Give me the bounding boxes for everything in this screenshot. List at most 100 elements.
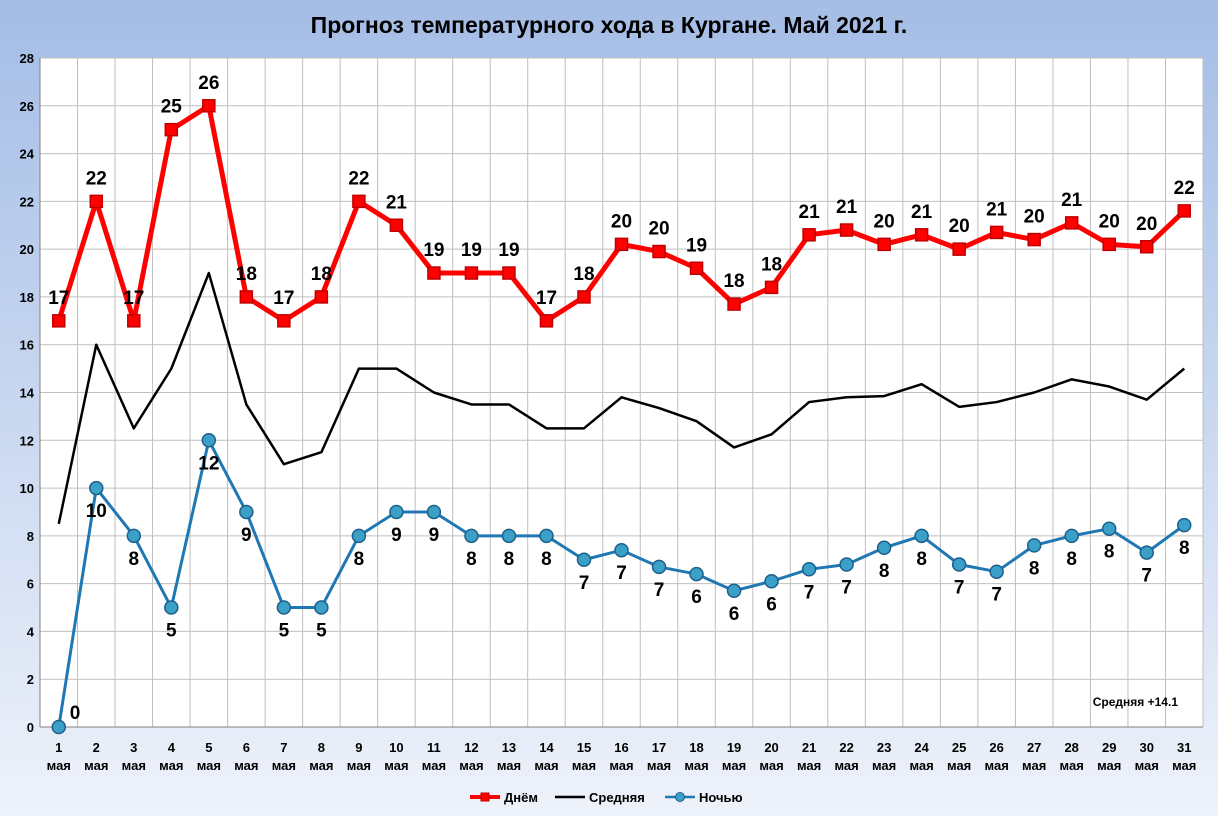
day-marker — [127, 314, 141, 328]
x-tick-suffix: мая — [272, 758, 296, 773]
x-tick-suffix: мая — [197, 758, 221, 773]
night-data-label: 5 — [279, 621, 290, 642]
night-data-label: 8 — [354, 549, 365, 570]
night-marker — [1064, 528, 1079, 544]
night-marker — [876, 540, 892, 556]
x-tick-suffix: мая — [834, 758, 858, 773]
y-tick-label: 26 — [20, 99, 34, 114]
night-marker — [89, 480, 104, 496]
night-data-label: 8 — [466, 549, 477, 570]
night-data-label: 9 — [429, 525, 440, 546]
day-data-label: 22 — [86, 168, 107, 189]
legend-square-icon — [480, 792, 490, 802]
y-tick-label: 14 — [20, 386, 35, 401]
y-tick-label: 6 — [27, 577, 34, 592]
x-tick-label: 30 — [1139, 740, 1153, 755]
x-tick-label: 29 — [1102, 740, 1116, 755]
day-marker — [577, 290, 591, 304]
day-data-label: 22 — [1174, 178, 1195, 199]
legend-label: Ночью — [699, 790, 743, 805]
night-marker — [1176, 517, 1192, 533]
night-data-label: 8 — [1066, 549, 1077, 570]
day-marker — [202, 99, 216, 113]
night-marker — [239, 504, 254, 520]
x-tick-suffix: мая — [234, 758, 258, 773]
night-marker — [914, 528, 929, 544]
day-data-label: 18 — [236, 264, 257, 285]
night-data-label: 0 — [70, 703, 81, 724]
day-data-label: 26 — [198, 73, 219, 94]
x-tick-label: 1 — [55, 740, 62, 755]
y-tick-label: 10 — [20, 481, 34, 496]
day-data-label: 22 — [348, 168, 369, 189]
day-data-label: 19 — [423, 240, 444, 261]
day-marker — [652, 244, 666, 259]
night-data-label: 7 — [654, 580, 665, 601]
y-tick-label: 20 — [20, 242, 34, 257]
x-tick-suffix: мая — [1135, 758, 1159, 773]
night-data-label: 8 — [916, 549, 927, 570]
day-marker — [914, 228, 929, 242]
legend-circle-icon — [675, 792, 685, 802]
night-data-label: 8 — [1179, 538, 1190, 559]
day-data-label: 17 — [273, 288, 294, 309]
y-tick-label: 12 — [20, 433, 34, 448]
day-marker — [727, 297, 741, 311]
night-data-label: 7 — [841, 578, 852, 599]
night-marker — [164, 600, 179, 615]
y-tick-label: 18 — [20, 290, 34, 305]
x-tick-suffix: мая — [684, 758, 708, 773]
day-marker — [352, 194, 366, 209]
night-marker — [726, 583, 742, 599]
day-marker — [164, 122, 179, 137]
day-marker — [1102, 237, 1116, 252]
x-tick-label: 3 — [130, 740, 137, 755]
x-tick-label: 8 — [318, 740, 325, 755]
x-tick-label: 2 — [93, 740, 100, 755]
night-marker — [576, 552, 592, 567]
night-data-label: 7 — [954, 578, 965, 599]
x-tick-label: 13 — [502, 740, 516, 755]
x-tick-suffix: мая — [609, 758, 633, 773]
x-tick-label: 25 — [952, 740, 966, 755]
night-marker — [464, 528, 479, 544]
night-data-label: 5 — [316, 621, 327, 642]
night-data-label: 7 — [616, 563, 627, 584]
night-data-label: 8 — [1029, 558, 1040, 579]
day-data-label: 20 — [1024, 207, 1045, 228]
day-data-label: 21 — [799, 202, 821, 223]
night-marker — [839, 557, 854, 572]
x-tick-label: 15 — [577, 740, 591, 755]
night-data-label: 8 — [129, 549, 140, 570]
day-marker — [989, 225, 1004, 240]
day-data-label: 18 — [311, 264, 332, 285]
x-tick-suffix: мая — [722, 758, 746, 773]
y-tick-label: 2 — [27, 672, 34, 687]
y-tick-label: 28 — [20, 51, 34, 66]
day-marker — [764, 280, 779, 295]
night-marker — [801, 562, 817, 577]
day-data-label: 17 — [123, 288, 144, 309]
night-data-label: 5 — [166, 621, 177, 642]
x-tick-label: 9 — [355, 740, 362, 755]
night-marker — [1101, 521, 1117, 536]
y-tick-label: 0 — [27, 720, 34, 735]
x-tick-suffix: мая — [309, 758, 333, 773]
x-tick-suffix: мая — [534, 758, 558, 773]
y-tick-label: 24 — [20, 147, 35, 162]
night-marker — [314, 600, 329, 615]
night-marker — [1139, 545, 1154, 560]
day-marker — [689, 261, 704, 276]
x-tick-label: 14 — [539, 740, 554, 755]
day-data-label: 25 — [161, 97, 183, 118]
night-marker — [951, 557, 967, 572]
x-tick-suffix: мая — [947, 758, 971, 773]
x-tick-label: 28 — [1064, 740, 1078, 755]
x-tick-suffix: мая — [985, 758, 1009, 773]
night-marker — [51, 719, 67, 735]
night-marker — [651, 559, 667, 575]
day-data-label: 18 — [761, 254, 782, 275]
day-marker — [1139, 240, 1154, 254]
day-marker — [877, 237, 891, 252]
x-tick-label: 19 — [727, 740, 741, 755]
